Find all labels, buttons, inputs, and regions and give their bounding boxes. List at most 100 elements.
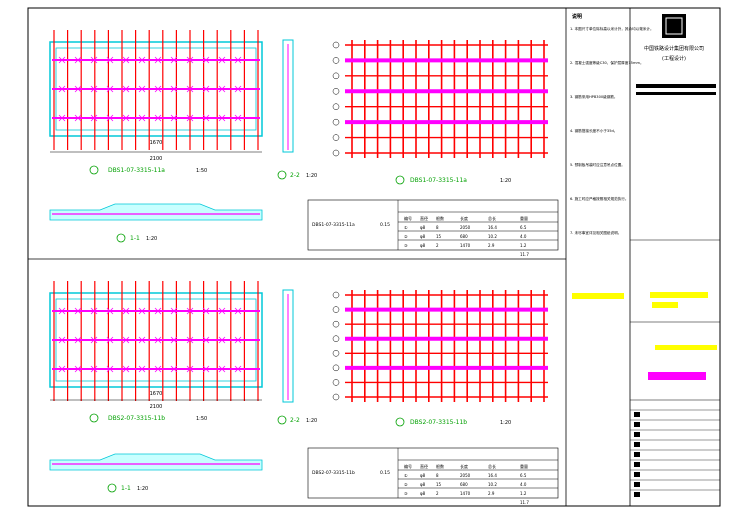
rebar-tie <box>90 336 98 344</box>
rebar-tie <box>186 307 194 315</box>
slab-outline <box>49 292 263 388</box>
rebar-tie <box>202 56 210 64</box>
section-scale: 1:20 <box>146 236 157 242</box>
table-header-cell: 根数 <box>436 463 444 469</box>
grid-vertical-bars <box>351 40 545 158</box>
table-header-cell: 重量 <box>520 215 528 221</box>
rebar-tie <box>170 307 178 315</box>
note-item: 7. 未尽事宜详见相关图纸说明。 <box>570 230 621 235</box>
table-cells: 编号 直径 根数 长度 总长 重量 ① φ8 8 2050 16.4 6.5 ② φ8 15 680 10.2 4… <box>404 463 529 505</box>
table-header-cell: 编号 <box>404 463 412 469</box>
table-cell: 2050 <box>460 225 471 230</box>
block-cell-mark <box>634 442 640 447</box>
section-profile <box>49 203 263 221</box>
grid-marker <box>332 41 340 49</box>
table-cell: φ8 <box>420 491 426 496</box>
rebar-tie <box>170 365 178 373</box>
rebar-tie <box>74 114 82 122</box>
table-frame <box>307 199 559 251</box>
table-header-cell: 重量 <box>520 463 528 469</box>
grid-marker <box>332 88 340 95</box>
rebar-tie <box>138 56 146 64</box>
rebar-tie <box>122 114 130 122</box>
rebar-tie <box>170 114 178 122</box>
rebar-tie <box>90 307 98 315</box>
rebar-tie <box>58 56 66 64</box>
rebar-tie <box>106 114 114 122</box>
table-cells: 编号 直径 根数 长度 总长 重量 ① φ8 8 2050 16.4 6.5 ② φ8 15 680 10.2 4… <box>404 215 529 257</box>
block-cell-mark <box>634 422 640 427</box>
rebar-tie <box>218 336 226 344</box>
bottom-plan-view: 2100 1670 DBS2-07-3315-11b 1:50 <box>49 281 263 423</box>
rebar-tie <box>218 85 226 93</box>
section-scale: 1:20 <box>137 486 148 492</box>
table-cell: 4.0 <box>520 234 527 239</box>
table-cell: φ8 <box>420 234 426 239</box>
rebar-tie <box>218 365 226 373</box>
title-block: 中国铁路设计集团有限公司 (工程设计) <box>630 14 720 497</box>
bottom-rebar-grid: DBS2-07-3315-11b 1:20 <box>332 290 548 427</box>
bottom-section-2-2: 2-2 1:20 <box>277 289 317 425</box>
rebar-tie <box>122 307 130 315</box>
block-cell-mark <box>634 492 640 497</box>
table-cell: ② <box>404 234 408 239</box>
table-cell: ③ <box>404 491 408 496</box>
rebar-tie <box>106 56 114 64</box>
rebar-tie <box>186 365 194 373</box>
table-cell: 8 <box>436 473 439 478</box>
rebar-tie <box>58 307 66 315</box>
grid-marker <box>332 306 340 313</box>
table-cell: φ8 <box>420 225 426 230</box>
rebar-tie <box>138 365 146 373</box>
title-bar <box>636 84 716 88</box>
block-cell-mark <box>634 482 640 487</box>
rebar-tie <box>154 365 162 373</box>
section-scale: 1:20 <box>306 173 317 179</box>
grid-marker <box>332 103 340 110</box>
rebar-tie <box>74 307 82 315</box>
table-cell: 680 <box>460 482 468 487</box>
plan-caption: DBS1-07-3315-11a <box>108 167 165 174</box>
table-cell: 2050 <box>460 473 471 478</box>
table-cell: φ8 <box>420 482 426 487</box>
table-header-cell: 总长 <box>488 463 496 469</box>
rebar-tie <box>186 56 194 64</box>
rebar-tie <box>186 336 194 344</box>
top-rebar-grid: DBS1-07-3315-11a 1:20 <box>332 40 548 185</box>
notes-heading: 说明 <box>572 13 582 20</box>
table-cell: φ8 <box>420 243 426 248</box>
rebar-caption: DBS1-07-3315-11a <box>410 177 467 184</box>
caption-circle <box>89 413 99 423</box>
caption-circle <box>277 415 287 425</box>
section-outline <box>282 289 294 403</box>
rebar-tie <box>234 56 242 64</box>
highlight-bar <box>655 345 717 350</box>
section-outline <box>282 39 294 153</box>
table-cell: 15 <box>436 234 442 239</box>
notes-list: 1. 本图尺寸单位除标高以米计外，其余均以毫米计。 2. 混凝土强度等级C30，保… <box>570 26 654 235</box>
grid-marker <box>332 291 340 299</box>
rebar-tie <box>122 365 130 373</box>
table-cell: 680 <box>460 234 468 239</box>
rebar-tie <box>202 307 210 315</box>
sheet-border <box>27 7 721 507</box>
rebar-tie <box>122 56 130 64</box>
rebar-tie <box>74 85 82 93</box>
table-header-cell: 长度 <box>460 215 468 221</box>
table-cell: 2.9 <box>488 243 495 248</box>
plan-caption: DBS2-07-3315-11b <box>108 415 165 422</box>
block-cell-mark <box>634 462 640 467</box>
table-cell: 15 <box>436 482 442 487</box>
table-cell: 1.2 <box>520 243 527 248</box>
dimension-inner: 1670 <box>150 391 163 397</box>
grid-vertical-bars <box>351 290 545 402</box>
table-cell: 1470 <box>460 243 471 248</box>
block-cell-mark <box>634 432 640 437</box>
section-caption: 1-1 <box>121 485 131 492</box>
grid-marker <box>332 134 340 141</box>
notes-column: 说明 1. 本图尺寸单位除标高以米计外，其余均以毫米计。 2. 混凝土强度等级C3… <box>570 13 654 299</box>
grid-marker <box>332 72 340 80</box>
rebar-tie <box>186 85 194 93</box>
rebar-tie <box>218 307 226 315</box>
